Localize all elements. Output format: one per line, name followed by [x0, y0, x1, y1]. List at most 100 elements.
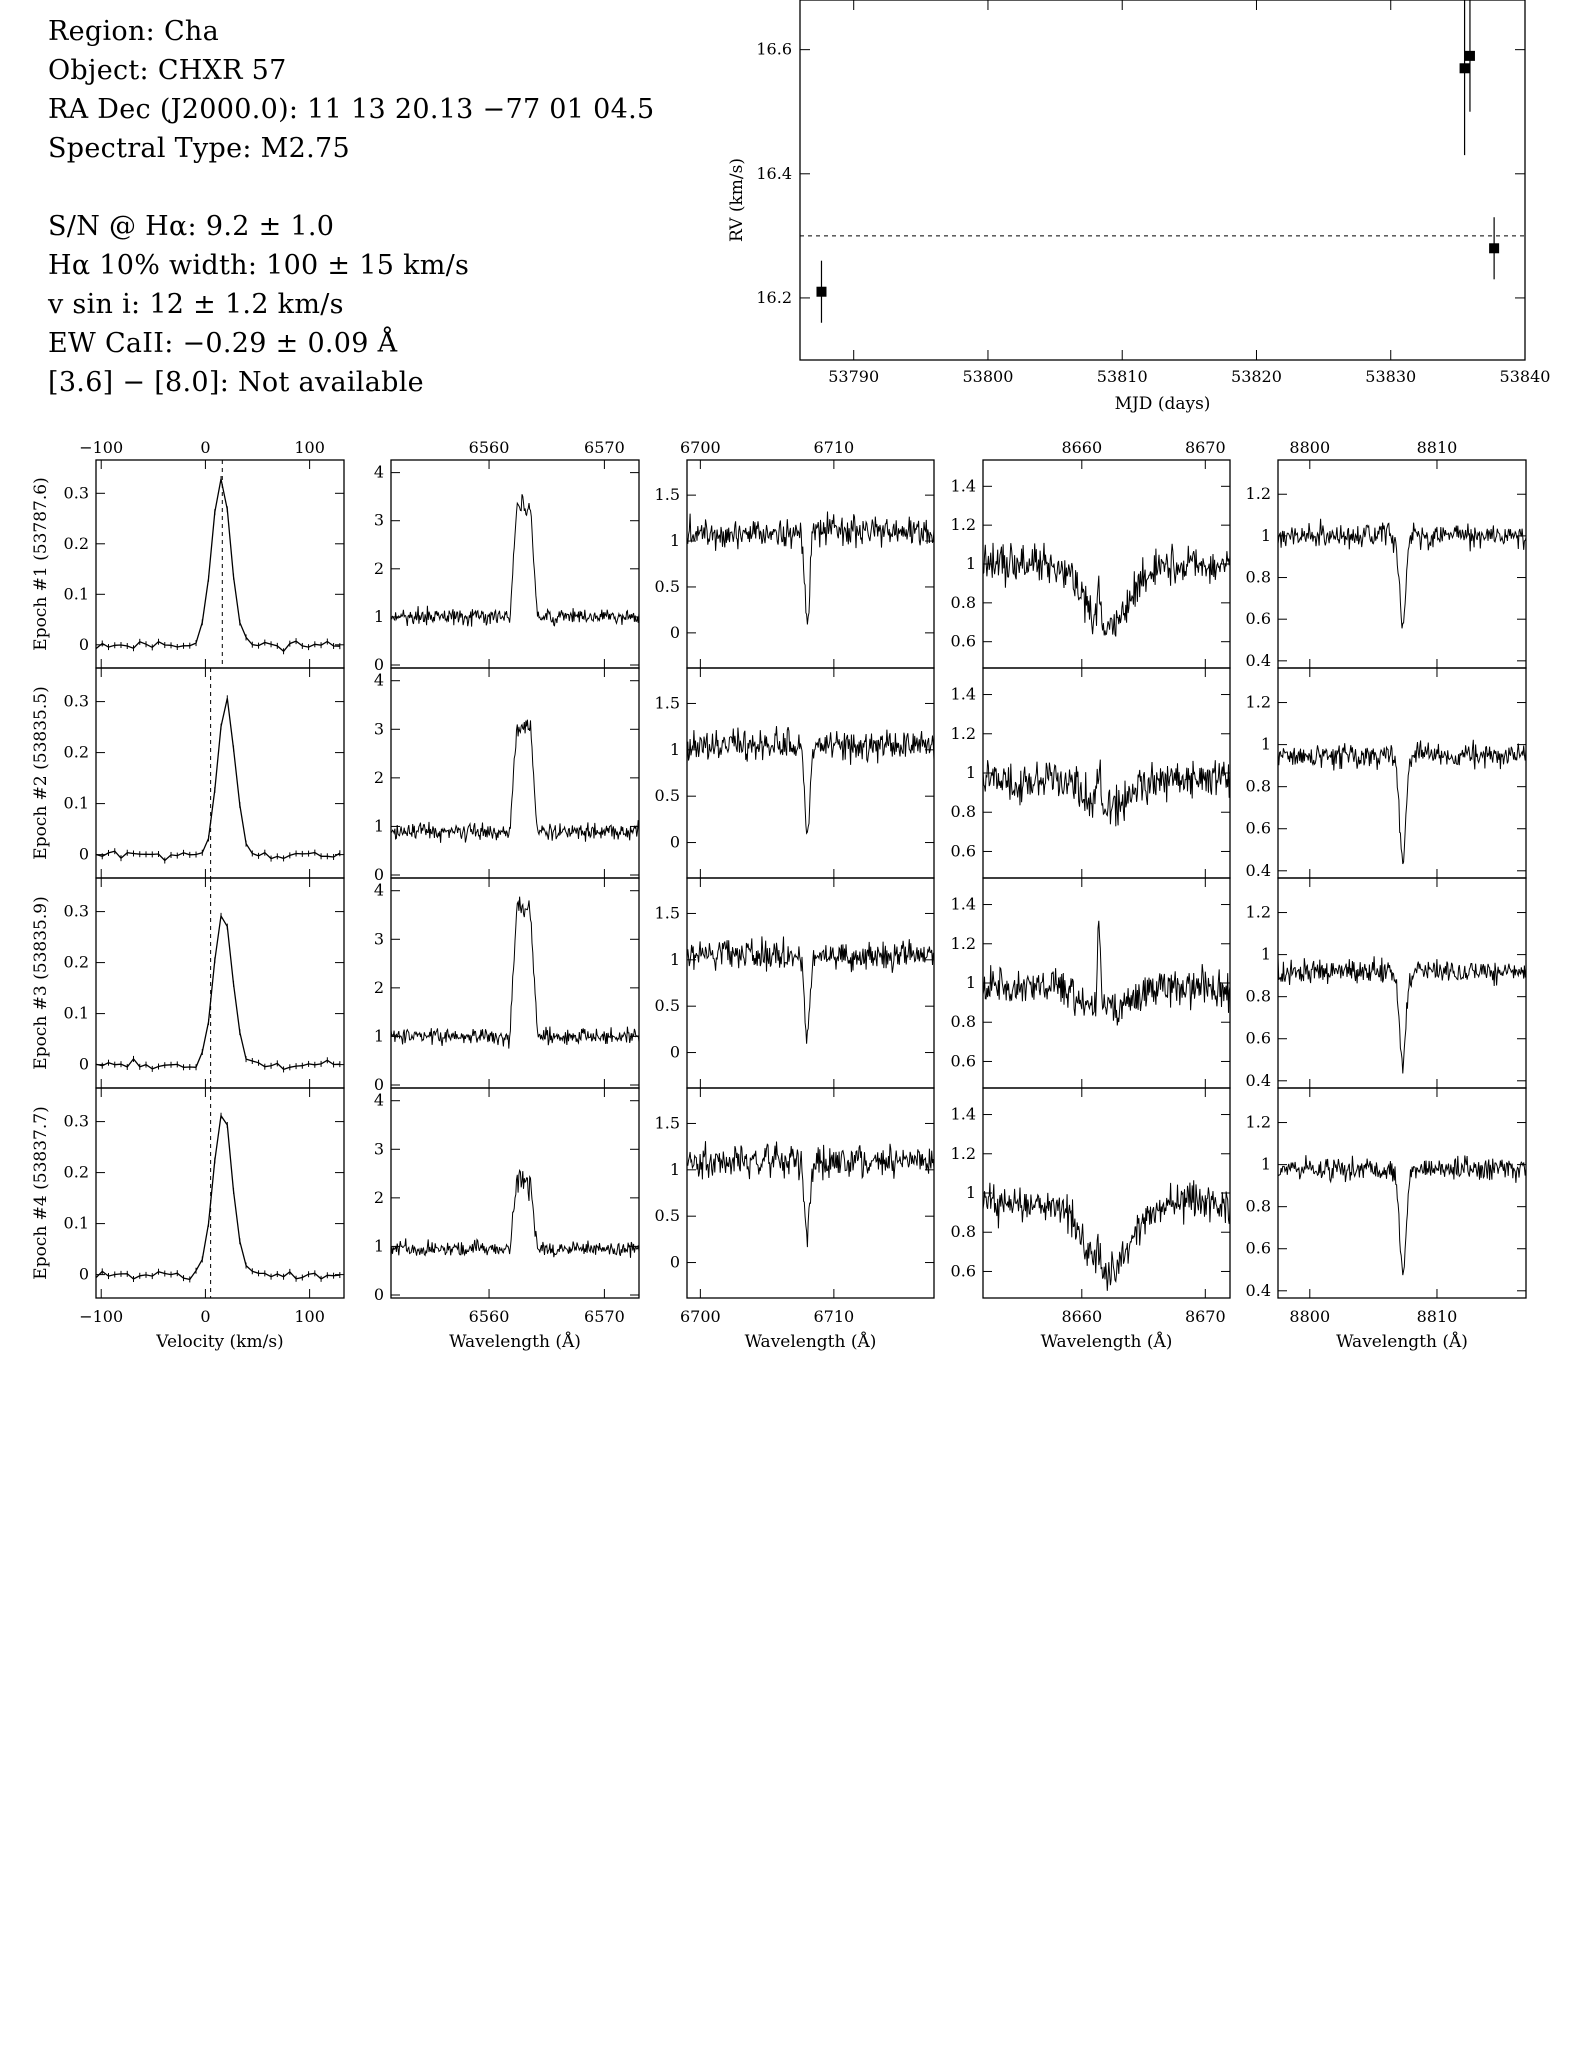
- y-tick-label: 0.6: [951, 1051, 976, 1070]
- spectrum-panel-frame: [390, 459, 640, 669]
- y-tick-label: 1: [1261, 526, 1271, 545]
- y-tick-label: 0.1: [64, 794, 89, 813]
- y-tick-label: 0.2: [64, 534, 89, 553]
- rv-data-point: [816, 286, 827, 297]
- y-tick-label: 1: [1261, 945, 1271, 964]
- x-axis-label: Velocity (km/s): [155, 1332, 283, 1352]
- y-tick-label: 1.2: [1246, 1113, 1271, 1132]
- y-tick-label: 1.4: [951, 685, 976, 704]
- y-tick-label: 0.8: [951, 1222, 976, 1241]
- x-axis-label: Wavelength (Å): [1041, 1331, 1173, 1352]
- spectrum-panel-frame: [1277, 459, 1527, 669]
- y-tick-label: 3: [374, 1139, 384, 1158]
- y-tick-label: 1.2: [951, 1144, 976, 1163]
- epoch-label: Epoch #1 (53787.6): [31, 477, 51, 650]
- y-tick-label: 0.6: [951, 841, 976, 860]
- spectrum-line: [1277, 518, 1527, 629]
- rv-y-tick-label: 16.4: [756, 164, 792, 183]
- y-tick-label: 1: [374, 816, 384, 835]
- y-tick-label: 0.6: [1246, 1239, 1271, 1258]
- bottom-x-tick-label: 100: [294, 1307, 325, 1326]
- y-tick-label: 1.2: [951, 934, 976, 953]
- spectrum-line: [982, 920, 1231, 1026]
- halpha-width-label: Hα 10% width: 100 ± 15 km/s: [48, 250, 470, 281]
- x-axis-label: Wavelength (Å): [449, 1331, 581, 1352]
- top-x-tick-label: 6560: [469, 438, 510, 457]
- y-tick-label: 2: [374, 559, 384, 578]
- y-tick-label: 1.4: [951, 895, 976, 914]
- y-tick-label: 1.5: [655, 903, 680, 922]
- rv-x-tick-label: 53790: [828, 367, 879, 386]
- spectrum-line: [390, 1168, 640, 1258]
- y-tick-label: 0: [79, 845, 89, 864]
- bottom-x-tick-label: 6570: [584, 1307, 625, 1326]
- spectrum-line: [390, 896, 640, 1049]
- y-tick-label: 0.1: [64, 584, 89, 603]
- y-tick-label: 1.2: [951, 515, 976, 534]
- spectrum-line: [1277, 739, 1527, 865]
- y-tick-label: 4: [374, 463, 384, 482]
- rv-x-tick-label: 53830: [1365, 367, 1416, 386]
- bottom-x-tick-label: 8810: [1417, 1307, 1458, 1326]
- rv-x-axis-label: MJD (days): [1115, 394, 1211, 414]
- y-tick-label: 1: [670, 531, 680, 550]
- spectrum-panel-frame: [1277, 1087, 1527, 1299]
- y-tick-label: 1: [670, 1160, 680, 1179]
- top-x-tick-label: 6710: [814, 438, 855, 457]
- y-tick-label: 1: [966, 763, 976, 782]
- y-tick-label: 2: [374, 1188, 384, 1207]
- spectrum-panel-frame: [95, 1087, 345, 1299]
- y-tick-label: 1: [670, 740, 680, 759]
- y-tick-label: 4: [374, 881, 384, 900]
- y-tick-label: 3: [374, 929, 384, 948]
- rv-y-tick-label: 16.6: [756, 40, 792, 59]
- rv-data-point: [1459, 63, 1470, 74]
- rv-x-tick-label: 53840: [1500, 367, 1551, 386]
- y-tick-label: 0.6: [951, 632, 976, 651]
- y-tick-label: 0.8: [951, 1012, 976, 1031]
- spectrum-panel-frame: [390, 667, 640, 879]
- y-tick-label: 1: [966, 554, 976, 573]
- y-tick-label: 0: [79, 1055, 89, 1074]
- spectrum-panel-frame: [686, 877, 935, 1089]
- x-axis-label: Wavelength (Å): [1336, 1331, 1468, 1352]
- y-tick-label: 0.8: [1246, 777, 1271, 796]
- snr-label: S/N @ Hα: 9.2 ± 1.0: [48, 211, 335, 242]
- bottom-x-tick-label: 0: [200, 1307, 210, 1326]
- y-tick-label: 1: [966, 973, 976, 992]
- ccf-curve: [95, 1113, 340, 1281]
- y-tick-label: 0.4: [1246, 1071, 1271, 1090]
- bottom-x-tick-label: 6700: [680, 1307, 721, 1326]
- bottom-x-tick-label: 8660: [1061, 1307, 1102, 1326]
- rv-x-tick-label: 53810: [1097, 367, 1148, 386]
- y-tick-label: 0.8: [951, 593, 976, 612]
- y-tick-label: 0.4: [1246, 651, 1271, 670]
- spectrum-line: [982, 1180, 1231, 1291]
- y-tick-label: 1.5: [655, 485, 680, 504]
- spectrum-panel-frame: [95, 667, 345, 879]
- y-tick-label: 1.4: [951, 476, 976, 495]
- bottom-x-tick-label: 8670: [1185, 1307, 1226, 1326]
- spectrum-panel-frame: [686, 1087, 935, 1299]
- y-tick-label: 0.2: [64, 953, 89, 972]
- bottom-x-tick-label: −100: [79, 1307, 123, 1326]
- y-tick-label: 3: [374, 511, 384, 530]
- y-tick-label: 0.5: [655, 577, 680, 596]
- rv-y-axis-label: RV (km/s): [727, 158, 747, 242]
- spectrum-panel-frame: [95, 459, 345, 669]
- bottom-x-tick-label: 6560: [469, 1307, 510, 1326]
- y-tick-label: 2: [374, 768, 384, 787]
- y-tick-label: 1.5: [655, 1113, 680, 1132]
- top-x-tick-label: 8800: [1289, 438, 1330, 457]
- y-tick-label: 0.6: [951, 1261, 976, 1280]
- y-tick-label: 2: [374, 978, 384, 997]
- y-tick-label: 1: [966, 1183, 976, 1202]
- spectrum-panel-frame: [390, 1087, 640, 1299]
- rv-x-tick-label: 53800: [963, 367, 1014, 386]
- y-tick-label: 4: [374, 671, 384, 690]
- spectrum-line: [686, 936, 935, 1044]
- spectrum-line: [390, 719, 640, 843]
- rv-plot-frame: [799, 0, 1526, 361]
- ccf-curve: [95, 913, 340, 1071]
- top-x-tick-label: 8670: [1185, 438, 1226, 457]
